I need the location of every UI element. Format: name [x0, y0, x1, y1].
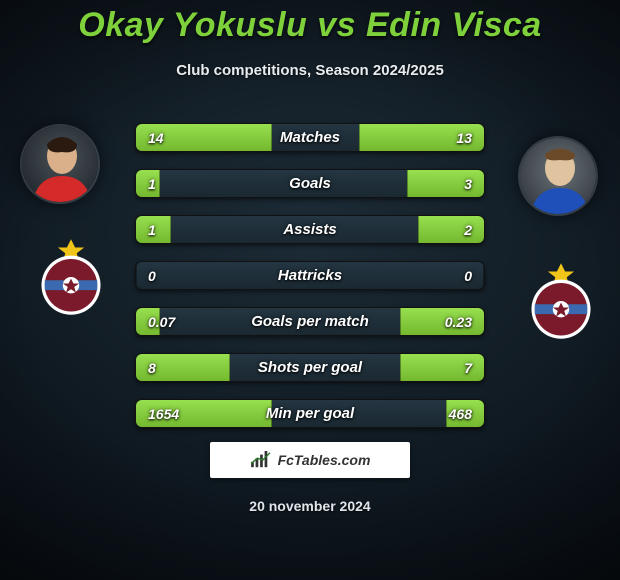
stat-value-right: 13 [456, 124, 472, 151]
stat-value-right: 2 [464, 216, 472, 243]
stat-label: Goals per match [136, 308, 484, 335]
date-label: 20 november 2024 [0, 498, 620, 514]
stat-row: 1654Min per goal468 [135, 399, 485, 428]
club-crest-left [30, 236, 112, 318]
subtitle: Club competitions, Season 2024/2025 [0, 62, 620, 79]
stat-row: 1Goals3 [135, 169, 485, 198]
stat-row: 8Shots per goal7 [135, 353, 485, 382]
page-title: Okay Yokuslu vs Edin Visca [0, 6, 620, 45]
stat-row: 14Matches13 [135, 123, 485, 152]
brand-badge: FcTables.com [210, 442, 410, 478]
stat-value-right: 468 [449, 400, 472, 427]
stat-label: Min per goal [136, 400, 484, 427]
stat-row: 1Assists2 [135, 215, 485, 244]
stat-label: Matches [136, 124, 484, 151]
stat-label: Hattricks [136, 262, 484, 289]
stat-label: Goals [136, 170, 484, 197]
brand-logo-icon [250, 451, 272, 469]
stat-value-right: 7 [464, 354, 472, 381]
club-crest-right [520, 260, 602, 342]
player-right-avatar [518, 136, 598, 216]
stat-value-right: 0.23 [445, 308, 472, 335]
stat-row: 0Hattricks0 [135, 261, 485, 290]
stat-label: Shots per goal [136, 354, 484, 381]
stat-value-right: 0 [464, 262, 472, 289]
player-left-avatar [20, 124, 100, 204]
stat-value-right: 3 [464, 170, 472, 197]
brand-text: FcTables.com [278, 452, 371, 468]
stat-label: Assists [136, 216, 484, 243]
stats-table: 14Matches13 1Goals3 1Assists2 0Hattricks0 0.… [135, 123, 485, 428]
stat-row: 0.07Goals per match0.23 [135, 307, 485, 336]
